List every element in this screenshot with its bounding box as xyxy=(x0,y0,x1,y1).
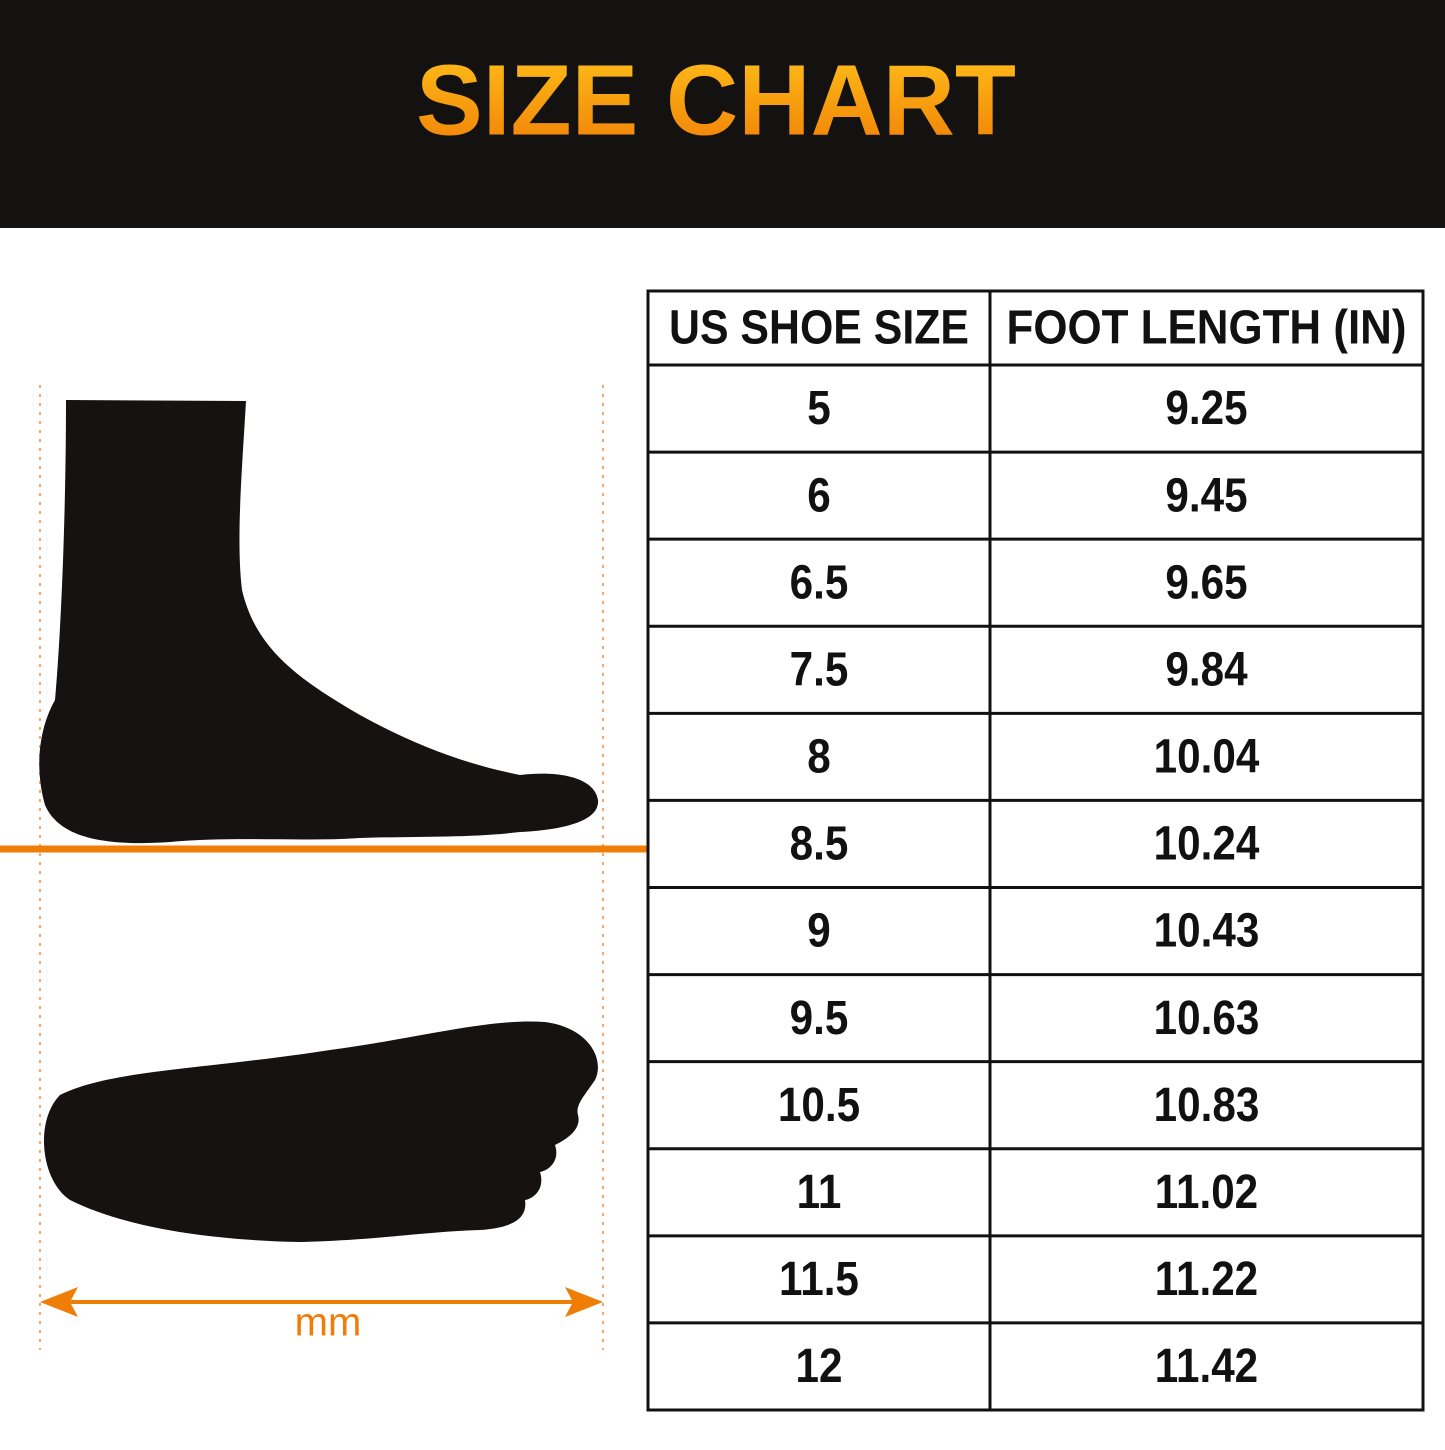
table-cell: 11.22 xyxy=(1155,1252,1258,1306)
table-cell: 11 xyxy=(797,1164,842,1218)
table-border xyxy=(646,289,1425,1412)
table-cell: 10.04 xyxy=(1154,729,1260,783)
table-cell: 6.5 xyxy=(790,555,849,609)
table-cell: 10.63 xyxy=(1154,990,1260,1044)
table-cell: 9.5 xyxy=(790,990,849,1044)
size-table: US SHOE SIZE FOOT LENGTH (IN) 5 9.25 6 9.45 6.… xyxy=(646,289,1425,1412)
table-cell: 9.25 xyxy=(1165,381,1247,435)
table-cell: 7.5 xyxy=(790,642,849,696)
table-cell: 5 xyxy=(807,381,830,435)
measure-label: mm xyxy=(295,1301,362,1345)
arrow-head xyxy=(40,1287,78,1317)
header-band xyxy=(0,0,1445,228)
table-cell: 9 xyxy=(807,903,830,957)
table-cell: 9.45 xyxy=(1165,468,1247,522)
column-header: US SHOE SIZE xyxy=(669,302,969,355)
table-cell: 11.42 xyxy=(1155,1339,1258,1393)
table-cell: 6 xyxy=(807,468,830,522)
foot-side xyxy=(39,400,599,844)
title: SIZE CHART xyxy=(416,44,1016,156)
table-cell: 9.65 xyxy=(1165,555,1247,609)
table-cell: 8.5 xyxy=(790,816,849,870)
table-cell: 10.83 xyxy=(1154,1077,1260,1131)
table-cell: 8 xyxy=(807,729,830,783)
table-cell: 9.84 xyxy=(1165,642,1247,696)
foot-sole xyxy=(43,1021,598,1242)
arrow-head xyxy=(565,1287,603,1317)
table-cell: 11.02 xyxy=(1155,1164,1258,1218)
table-cell: 10.5 xyxy=(778,1077,860,1131)
table-cell: 12 xyxy=(796,1339,843,1393)
table-cell: 10.24 xyxy=(1154,816,1260,870)
table-cell: 10.43 xyxy=(1154,903,1260,957)
foot-illustration: mm xyxy=(0,385,648,1350)
column-header: FOOT LENGTH (IN) xyxy=(1007,302,1407,355)
table-cell: 11.5 xyxy=(779,1252,859,1306)
